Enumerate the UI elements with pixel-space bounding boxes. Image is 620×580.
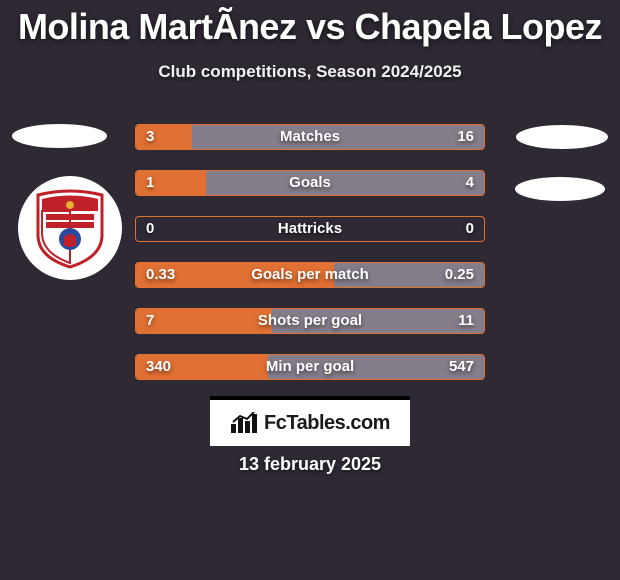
- stat-value-right: 11: [458, 309, 474, 333]
- stat-value-right: 0: [466, 217, 474, 241]
- fctables-badge[interactable]: FcTables.com: [210, 396, 410, 446]
- player-left-photo-placeholder: [12, 124, 107, 148]
- stat-row: 0Hattricks0: [135, 216, 485, 242]
- stat-value-left: 1: [146, 171, 154, 195]
- stat-bar-right: [206, 171, 484, 195]
- stat-value-right: 547: [449, 355, 474, 379]
- stat-bar-right: [192, 125, 484, 149]
- page-title: Molina MartÃnez vs Chapela Lopez: [0, 0, 620, 48]
- stat-row: 340Min per goal547: [135, 354, 485, 380]
- stat-row: 0.33Goals per match0.25: [135, 262, 485, 288]
- stat-bar-right: [272, 309, 484, 333]
- page-subtitle: Club competitions, Season 2024/2025: [0, 62, 620, 82]
- stat-value-left: 0.33: [146, 263, 175, 287]
- stat-row: 3Matches16: [135, 124, 485, 150]
- fctables-logo-icon: [230, 412, 258, 434]
- stat-value-left: 340: [146, 355, 171, 379]
- stat-row: 7Shots per goal11: [135, 308, 485, 334]
- stat-label: Hattricks: [136, 217, 484, 241]
- stats-list: 3Matches16 1Goals4 0Hattricks0 0.33Goals pe…: [135, 124, 485, 400]
- stat-bar-left: [136, 309, 272, 333]
- granada-crest-icon: [34, 187, 106, 269]
- fctables-label: FcTables.com: [264, 412, 390, 435]
- stat-row: 1Goals4: [135, 170, 485, 196]
- stat-value-right: 0.25: [445, 263, 474, 287]
- stat-value-left: 3: [146, 125, 154, 149]
- stat-value-left: 7: [146, 309, 154, 333]
- club-right-placeholder: [515, 177, 605, 201]
- stat-value-right: 16: [457, 125, 474, 149]
- player-right-photo-placeholder: [516, 125, 608, 149]
- stat-value-right: 4: [466, 171, 474, 195]
- club-left-badge: [18, 176, 122, 280]
- stat-value-left: 0: [146, 217, 154, 241]
- date-text: 13 february 2025: [0, 454, 620, 475]
- stat-bar-left: [136, 125, 192, 149]
